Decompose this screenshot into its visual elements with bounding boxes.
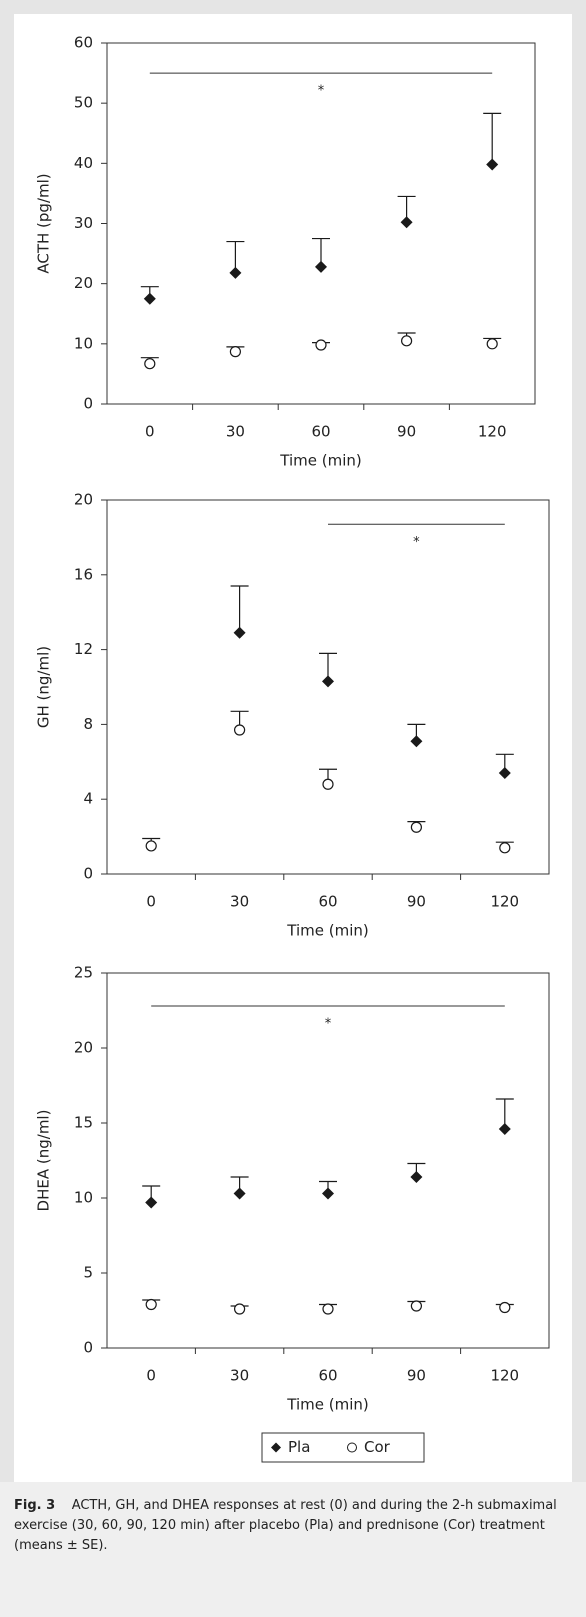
y-tick-label: 5	[83, 1264, 93, 1282]
x-axis-label: Time (min)	[279, 452, 361, 470]
point-circle	[499, 1301, 511, 1314]
y-tick-label: 0	[83, 395, 93, 413]
y-axis-label: DHEA (ng/ml)	[35, 1110, 53, 1212]
point-diamond	[498, 1123, 511, 1135]
caption-text: ACTH, GH, and DHEA responses at rest (0)…	[14, 1498, 557, 1553]
point-diamond	[143, 292, 156, 305]
point-diamond	[233, 1187, 246, 1200]
point-circle	[401, 335, 413, 347]
point-diamond	[410, 735, 423, 748]
point-circle	[410, 821, 422, 833]
y-tick-label: 10	[74, 334, 93, 352]
error-bar	[230, 585, 249, 633]
x-tick-label: 120	[478, 423, 507, 441]
error-bar	[483, 112, 502, 165]
point-diamond	[229, 266, 242, 279]
significance-mark: *	[413, 535, 420, 550]
point-diamond	[498, 767, 511, 780]
point-diamond	[145, 1196, 158, 1209]
y-tick-label: 4	[83, 790, 93, 808]
y-tick-label: 60	[74, 34, 93, 52]
significance-mark: *	[325, 1017, 332, 1032]
x-tick-label: 90	[407, 1367, 426, 1385]
y-axis-label: ACTH (pg/ml)	[35, 173, 53, 273]
significance-mark: *	[318, 84, 325, 99]
point-circle	[145, 840, 157, 852]
x-tick-label: 90	[407, 893, 426, 911]
point-diamond	[315, 260, 327, 273]
y-tick-label: 50	[74, 94, 93, 112]
x-tick-label: 60	[311, 423, 330, 441]
point-circle	[486, 338, 498, 350]
point-diamond	[322, 675, 334, 688]
y-tick-label: 10	[74, 1189, 93, 1207]
caption-label: Fig. 3	[14, 1498, 56, 1513]
point-circle	[234, 724, 246, 736]
legend-marker	[347, 1442, 357, 1453]
x-tick-label: 0	[146, 893, 156, 911]
point-circle	[234, 1303, 246, 1315]
x-tick-label: 120	[490, 893, 519, 911]
x-tick-label: 30	[230, 1367, 249, 1385]
legend-box	[261, 1432, 425, 1463]
legend-label: Cor	[364, 1438, 391, 1456]
plot-frame	[106, 499, 550, 875]
legend-label: Pla	[288, 1438, 310, 1456]
x-tick-label: 30	[230, 893, 249, 911]
point-circle	[322, 1303, 334, 1315]
y-tick-label: 8	[83, 715, 93, 733]
caption: Fig. 3 ACTH, GH, and DHEA responses at r…	[0, 1482, 586, 1570]
point-diamond	[486, 158, 499, 171]
point-circle	[499, 842, 511, 854]
legend-marker	[271, 1442, 281, 1453]
point-diamond	[233, 626, 246, 639]
y-axis-label: GH (ng/ml)	[35, 646, 53, 728]
y-tick-label: 40	[74, 154, 93, 172]
x-axis-label: Time (min)	[286, 1396, 368, 1414]
x-tick-label: 120	[490, 1367, 519, 1385]
plot-frame	[106, 972, 550, 1349]
point-diamond	[400, 216, 413, 229]
point-circle	[144, 358, 156, 370]
point-diamond	[410, 1171, 423, 1183]
y-tick-label: 16	[74, 565, 93, 583]
caption-box: Fig. 3 ACTH, GH, and DHEA responses at r…	[0, 1482, 586, 1617]
x-tick-label: 90	[397, 423, 416, 441]
y-tick-label: 15	[74, 1114, 93, 1132]
point-circle	[315, 339, 327, 351]
point-circle	[410, 1300, 422, 1312]
y-tick-label: 20	[74, 274, 93, 292]
point-circle	[145, 1298, 157, 1311]
point-diamond	[322, 1187, 334, 1200]
y-tick-label: 0	[83, 1339, 93, 1357]
x-tick-label: 60	[318, 1367, 337, 1385]
x-tick-label: 0	[146, 1367, 156, 1385]
point-circle	[229, 346, 241, 358]
y-tick-label: 0	[83, 865, 93, 883]
x-tick-label: 60	[318, 893, 337, 911]
y-tick-label: 20	[74, 1039, 93, 1057]
x-axis-label: Time (min)	[286, 922, 368, 940]
y-tick-label: 12	[74, 640, 93, 658]
point-circle	[322, 778, 334, 790]
y-tick-label: 20	[74, 491, 93, 509]
y-tick-label: 25	[74, 964, 93, 982]
x-tick-label: 30	[226, 423, 245, 441]
y-tick-label: 30	[74, 214, 93, 232]
x-tick-label: 0	[145, 423, 155, 441]
